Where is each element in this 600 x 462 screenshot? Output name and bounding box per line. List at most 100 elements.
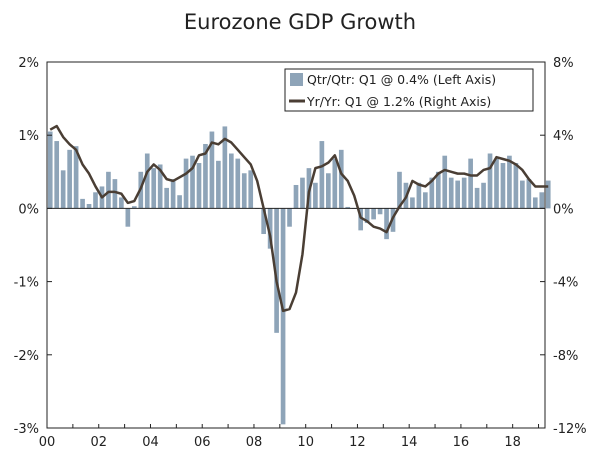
left-tick-label: -3% — [14, 422, 39, 437]
qtr-bar — [319, 141, 325, 209]
chart-title: Eurozone GDP Growth — [183, 10, 417, 34]
legend: Qtr/Qtr: Q1 @ 0.4% (Left Axis) Yr/Yr: Q1… — [284, 68, 534, 112]
qtr-bar — [216, 160, 221, 209]
qtr-bar — [500, 163, 506, 209]
qtr-bar — [474, 187, 480, 209]
qtr-bar — [377, 208, 383, 215]
left-tick-label: 1% — [18, 129, 39, 144]
x-tick-label: 02 — [90, 435, 107, 450]
qtr-bar — [332, 158, 338, 209]
x-tick-label: 12 — [349, 435, 366, 450]
x-tick-label: 16 — [453, 435, 470, 450]
qtr-bar — [125, 208, 131, 227]
qtr-bar — [371, 208, 376, 220]
qtr-bar — [468, 158, 473, 209]
qtr-bar — [60, 170, 66, 209]
qtr-bar — [487, 153, 493, 209]
x-tick-label: 06 — [194, 435, 211, 450]
qtr-bar — [539, 192, 545, 209]
qtr-bar — [429, 177, 435, 209]
bar-series — [47, 126, 551, 425]
qtr-bar — [119, 197, 124, 209]
qtr-bar — [183, 158, 189, 209]
qtr-bar — [67, 149, 72, 209]
legend-box — [284, 68, 534, 112]
qtr-bar — [513, 163, 519, 209]
qtr-bar — [461, 177, 467, 209]
qtr-bar — [520, 180, 525, 209]
qtr-bar — [455, 180, 461, 209]
yoy-line — [49, 124, 549, 313]
qtr-bar — [416, 182, 422, 209]
qtr-bar — [274, 208, 279, 333]
qtr-bar — [80, 198, 85, 209]
legend-bar-label: Qtr/Qtr: Q1 @ 0.4% (Left Axis) — [307, 72, 496, 87]
x-tick-label: 18 — [504, 435, 521, 450]
x-tick-label: 04 — [142, 435, 159, 450]
qtr-bar — [86, 204, 92, 209]
qtr-bar — [261, 208, 266, 235]
qtr-bar — [326, 173, 331, 209]
qtr-bar — [241, 173, 247, 209]
qtr-bar — [287, 208, 292, 227]
qtr-bar — [410, 197, 415, 209]
qtr-bar — [481, 182, 486, 209]
qtr-bar — [300, 177, 305, 209]
left-tick-label: -2% — [14, 349, 39, 364]
qtr-bar — [157, 164, 163, 209]
qtr-bar — [532, 197, 538, 209]
qtr-bar — [106, 171, 111, 209]
qtr-bar — [229, 153, 234, 209]
qtr-bar — [131, 206, 137, 209]
left-tick-label: -1% — [14, 276, 39, 291]
qtr-bar — [203, 143, 208, 209]
qtr-bar — [177, 195, 182, 209]
qtr-bar — [280, 208, 286, 425]
qtr-bar — [47, 131, 53, 209]
right-tick-label: -8% — [553, 349, 578, 364]
plot-area-frame — [46, 61, 546, 429]
qtr-bar — [345, 206, 351, 209]
qtr-bar — [235, 158, 241, 209]
left-tick-label: 0% — [18, 202, 39, 217]
qtr-bar — [190, 155, 195, 209]
qtr-bar — [338, 149, 344, 209]
qtr-bar — [248, 170, 254, 209]
qtr-bar — [358, 208, 364, 231]
qtr-bar — [267, 208, 273, 249]
legend-line-label: Yr/Yr: Q1 @ 1.2% (Right Axis) — [306, 94, 491, 109]
right-tick-label: 0% — [553, 202, 574, 217]
qtr-bar — [545, 180, 551, 209]
x-tick-label: 00 — [39, 435, 56, 450]
qtr-bar — [170, 179, 176, 209]
qtr-bar — [293, 184, 299, 209]
qtr-bar — [442, 155, 448, 209]
x-tick-label: 08 — [246, 435, 263, 450]
qtr-bar — [164, 187, 169, 209]
x-axis: 00 02 04 06 08 10 12 14 16 18 — [39, 424, 540, 450]
qtr-bar — [507, 155, 512, 209]
qtr-bar — [151, 168, 157, 209]
right-tick-label: 8% — [553, 56, 574, 71]
x-tick-label: 14 — [401, 435, 418, 450]
left-axis: 2% 1% 0% -1% -2% -3% — [14, 56, 52, 437]
qtr-bar — [435, 171, 441, 209]
left-tick-label: 2% — [18, 56, 39, 71]
right-tick-label: -4% — [553, 276, 578, 291]
qtr-bar — [526, 179, 532, 209]
legend-bar-swatch — [290, 73, 303, 86]
qtr-bar — [144, 153, 150, 209]
qtr-bar — [494, 158, 499, 209]
x-tick-label: 10 — [297, 435, 314, 450]
qtr-bar — [448, 177, 454, 209]
qtr-bar — [397, 171, 402, 209]
qtr-bar — [364, 208, 370, 224]
qtr-bar — [93, 192, 98, 209]
qtr-bar — [54, 141, 60, 209]
qtr-bar — [112, 179, 118, 209]
right-tick-label: 4% — [553, 129, 574, 144]
right-axis: 8% 4% 0% -4% -8% -12% — [540, 56, 587, 437]
qtr-bar — [313, 182, 318, 209]
qtr-bar — [196, 163, 202, 209]
